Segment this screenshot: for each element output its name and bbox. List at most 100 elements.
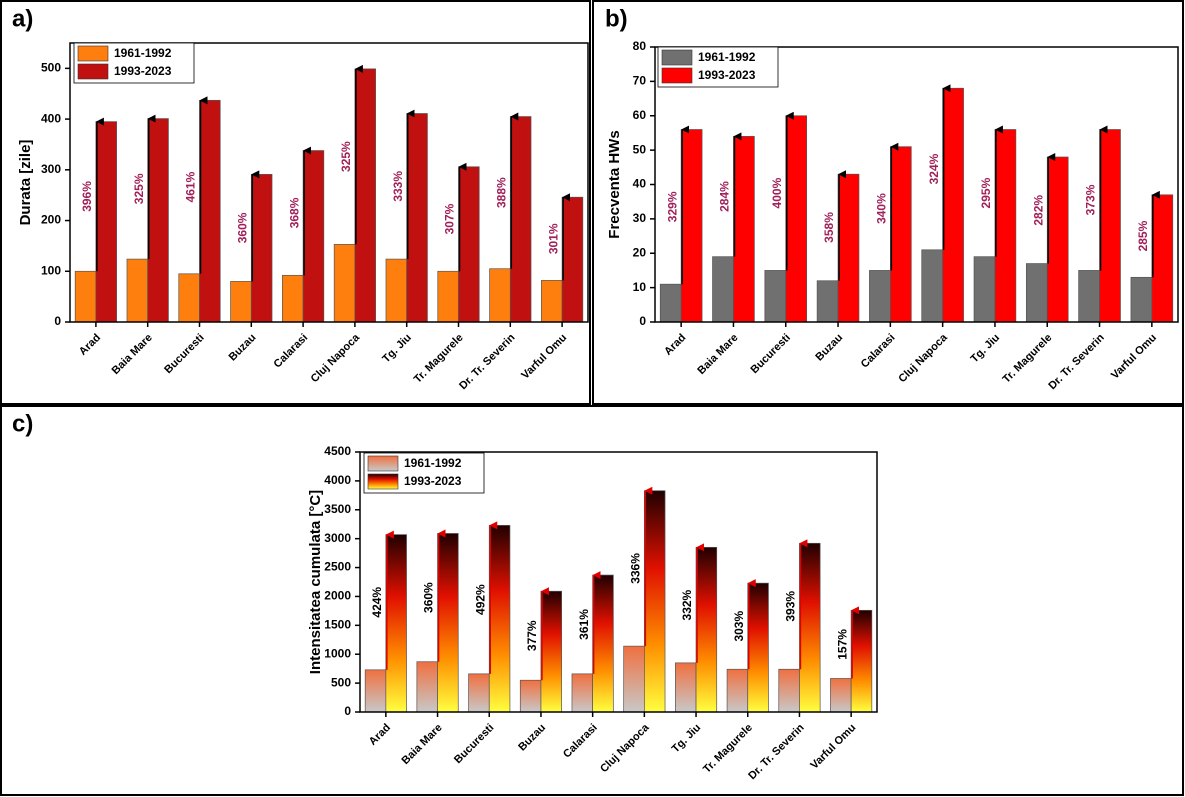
x-tick-label: Baia Mare bbox=[110, 332, 155, 377]
x-tick-label: Dr. Tr. Severin bbox=[457, 331, 518, 392]
y-tick-label: 60 bbox=[633, 108, 647, 122]
legend-swatch bbox=[661, 49, 693, 66]
bar bbox=[302, 150, 325, 323]
legend-label: 1961-1992 bbox=[698, 50, 756, 64]
annotation: 303% bbox=[732, 611, 746, 642]
y-tick-label: 50 bbox=[633, 142, 647, 156]
y-tick-label: 0 bbox=[344, 704, 351, 718]
legend-swatch bbox=[77, 45, 109, 62]
bar bbox=[733, 136, 755, 323]
x-tick-label: Tg. Jiu bbox=[380, 332, 414, 366]
bar bbox=[437, 270, 459, 323]
bar bbox=[385, 534, 407, 713]
panel-label: c) bbox=[12, 410, 33, 437]
annotation: 373% bbox=[1084, 184, 1098, 215]
x-tick-label: Varful Omu bbox=[1109, 332, 1159, 382]
y-tick-label: 100 bbox=[41, 263, 61, 277]
bar bbox=[643, 490, 666, 713]
bar bbox=[675, 662, 697, 713]
annotation: 424% bbox=[370, 587, 384, 618]
y-tick-label: 2000 bbox=[324, 589, 351, 603]
bar bbox=[764, 270, 787, 323]
bar bbox=[830, 678, 852, 713]
panel-border bbox=[592, 0, 1184, 405]
annotation: 301% bbox=[546, 223, 560, 254]
y-tick-label: 200 bbox=[41, 213, 61, 227]
bar bbox=[1130, 276, 1153, 323]
bar bbox=[333, 244, 356, 323]
bar bbox=[95, 121, 117, 323]
y-axis-label: Frecventa HWs bbox=[606, 130, 623, 238]
x-tick-label: Tr. Magurele bbox=[412, 332, 466, 386]
x-tick-label: Cluj Napoca bbox=[309, 331, 363, 385]
x-tick-label: Tr. Magurele bbox=[1001, 332, 1055, 386]
bar bbox=[1046, 156, 1069, 323]
panel-border bbox=[0, 0, 591, 405]
annotation: 340% bbox=[875, 193, 889, 224]
bar bbox=[416, 661, 438, 713]
bar bbox=[973, 256, 996, 323]
y-tick-label: 500 bbox=[331, 675, 351, 689]
annotation: 325% bbox=[132, 173, 146, 204]
y-tick-label: 400 bbox=[41, 111, 61, 125]
bar bbox=[1025, 263, 1048, 323]
plot-frame bbox=[69, 42, 589, 323]
x-tick-label: Bucuresti bbox=[162, 332, 206, 376]
annotation: 284% bbox=[718, 181, 732, 212]
bar bbox=[561, 196, 584, 323]
y-tick-label: 10 bbox=[633, 280, 647, 294]
bar bbox=[1099, 129, 1121, 323]
legend-swatch bbox=[367, 455, 399, 472]
y-tick-label: 40 bbox=[633, 177, 647, 191]
bar bbox=[230, 281, 252, 323]
annotation: 325% bbox=[339, 141, 353, 172]
x-tick-label: Calarasi bbox=[561, 722, 600, 761]
x-tick-label: Buzau bbox=[813, 332, 845, 364]
bar bbox=[799, 542, 821, 713]
bar bbox=[509, 116, 532, 323]
annotation: 393% bbox=[784, 591, 798, 622]
y-axis-label: Durata [zile] bbox=[17, 140, 34, 226]
bar bbox=[1151, 194, 1174, 323]
annotation: 282% bbox=[1031, 195, 1045, 226]
bar bbox=[126, 258, 149, 323]
panel-border bbox=[0, 405, 1184, 796]
bar bbox=[921, 249, 943, 323]
x-tick-label: Arad bbox=[662, 332, 688, 358]
annotation: 377% bbox=[525, 620, 539, 651]
x-tick-label: Varful Omu bbox=[808, 722, 858, 772]
y-tick-label: 300 bbox=[41, 162, 61, 176]
x-tick-label: Dr. Tr. Severin bbox=[746, 721, 807, 782]
bar bbox=[178, 273, 200, 323]
bar bbox=[147, 118, 169, 323]
y-tick-label: 1000 bbox=[324, 646, 351, 660]
x-tick-label: Calarasi bbox=[272, 332, 311, 371]
y-tick-label: 3000 bbox=[324, 531, 351, 545]
annotation: 492% bbox=[473, 584, 487, 615]
annotation: 329% bbox=[665, 191, 679, 222]
bar bbox=[889, 146, 912, 323]
bar bbox=[680, 129, 703, 323]
annotation: 368% bbox=[287, 197, 301, 228]
x-tick-label: Buzau bbox=[516, 722, 548, 754]
bar bbox=[364, 669, 387, 713]
x-tick-label: Cluj Napoca bbox=[598, 721, 652, 775]
bar bbox=[406, 113, 428, 323]
x-tick-label: Baia Mare bbox=[399, 722, 444, 767]
x-tick-label: Tg. Jiu bbox=[670, 722, 704, 756]
annotation: 361% bbox=[577, 609, 591, 640]
legend-label: 1961-1992 bbox=[114, 46, 172, 60]
x-tick-label: Buzau bbox=[227, 332, 259, 364]
bar bbox=[354, 68, 376, 323]
x-tick-label: Bucuresti bbox=[749, 332, 793, 376]
y-tick-label: 4500 bbox=[324, 444, 351, 458]
y-axis-label: Intensitatea cumulata [°C] bbox=[307, 490, 324, 674]
annotation: 332% bbox=[680, 589, 694, 620]
y-tick-label: 4000 bbox=[324, 473, 351, 487]
bar bbox=[816, 280, 839, 323]
legend-swatch bbox=[661, 67, 693, 84]
x-tick-label: Bucuresti bbox=[452, 722, 496, 766]
x-tick-label: Baia Mare bbox=[695, 332, 740, 377]
bar bbox=[519, 679, 542, 713]
